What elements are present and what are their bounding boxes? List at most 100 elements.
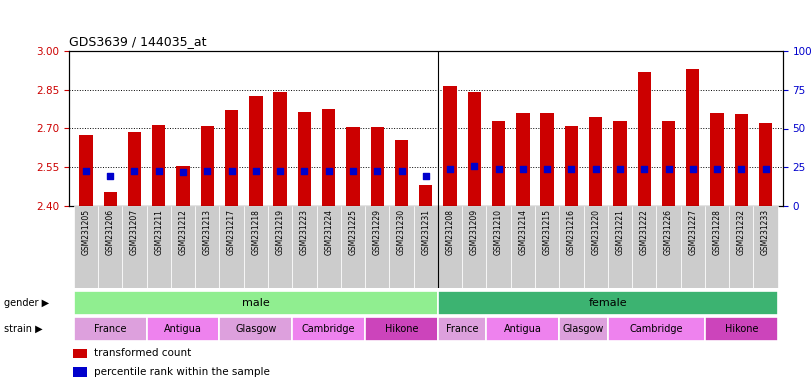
Bar [171,206,195,288]
Bar [444,86,457,206]
Bar [438,206,462,288]
Point [444,166,457,172]
Text: GSM231228: GSM231228 [713,209,722,255]
Bar [74,291,438,314]
Bar [176,166,190,206]
Bar [147,316,220,341]
Text: GSM231210: GSM231210 [494,209,503,255]
Text: GSM231207: GSM231207 [130,209,139,255]
Bar [292,316,365,341]
Text: GSM231230: GSM231230 [397,209,406,255]
Text: strain ▶: strain ▶ [4,323,43,333]
Point [273,168,286,174]
Text: GSM231233: GSM231233 [761,209,770,255]
Bar [589,117,603,206]
Bar [492,121,505,206]
Text: GSM231208: GSM231208 [445,209,454,255]
Bar [607,316,705,341]
Text: GSM231213: GSM231213 [203,209,212,255]
Text: gender ▶: gender ▶ [4,298,49,308]
Text: GSM231229: GSM231229 [373,209,382,255]
Bar [637,72,651,206]
Bar [74,206,98,288]
Text: Cambridge: Cambridge [629,323,683,333]
Point [346,168,359,174]
Text: transformed count: transformed count [94,348,191,358]
Bar [540,113,554,206]
Text: GSM231220: GSM231220 [591,209,600,255]
Text: GSM231218: GSM231218 [251,209,260,255]
Bar [220,206,244,288]
Point [468,163,481,169]
Bar [104,192,117,206]
Text: GSM231225: GSM231225 [349,209,358,255]
Text: GSM231219: GSM231219 [276,209,285,255]
Bar [292,206,316,288]
Text: France: France [94,323,127,333]
Bar [462,206,487,288]
Text: Hikone: Hikone [724,323,758,333]
Bar [438,316,487,341]
Bar [122,206,147,288]
Bar [346,127,359,206]
Bar [632,206,656,288]
Text: GSM231226: GSM231226 [664,209,673,255]
Bar [686,69,699,206]
Point [128,168,141,174]
Bar [316,206,341,288]
Bar [662,121,676,206]
Bar [535,206,560,288]
Bar [560,206,584,288]
Text: GSM231214: GSM231214 [518,209,527,255]
Text: GSM231223: GSM231223 [300,209,309,255]
Text: GSM231205: GSM231205 [81,209,91,255]
Point [710,166,723,172]
Bar [200,126,214,206]
Point [759,166,772,172]
Text: Cambridge: Cambridge [302,323,355,333]
Bar [152,125,165,206]
Text: female: female [589,298,627,308]
Bar [371,127,384,206]
Point [104,173,117,179]
Point [152,168,165,174]
Bar [98,206,122,288]
Point [735,166,748,172]
Text: GSM231222: GSM231222 [640,209,649,255]
Bar [729,206,753,288]
Text: GSM231227: GSM231227 [689,209,697,255]
Text: GSM231232: GSM231232 [737,209,746,255]
Point [322,168,335,174]
Point [541,166,554,172]
Bar [365,206,389,288]
Bar [268,206,292,288]
Bar [72,349,87,358]
Bar [511,206,535,288]
Bar [74,316,147,341]
Bar [438,291,778,314]
Bar [389,206,414,288]
Point [371,168,384,174]
Text: GSM231206: GSM231206 [105,209,114,255]
Bar [225,111,238,206]
Bar [365,316,438,341]
Text: Antigua: Antigua [504,323,542,333]
Bar [710,113,723,206]
Point [565,166,578,172]
Point [225,168,238,174]
Text: male: male [242,298,270,308]
Bar [516,113,530,206]
Text: GSM231224: GSM231224 [324,209,333,255]
Bar [322,109,336,206]
Bar [753,206,778,288]
Point [613,166,626,172]
Bar [607,206,632,288]
Bar [72,367,87,377]
Text: GSM231209: GSM231209 [470,209,478,255]
Point [201,168,214,174]
Point [492,166,505,172]
Bar [414,206,438,288]
Bar [735,114,748,206]
Point [637,166,650,172]
Point [517,166,530,172]
